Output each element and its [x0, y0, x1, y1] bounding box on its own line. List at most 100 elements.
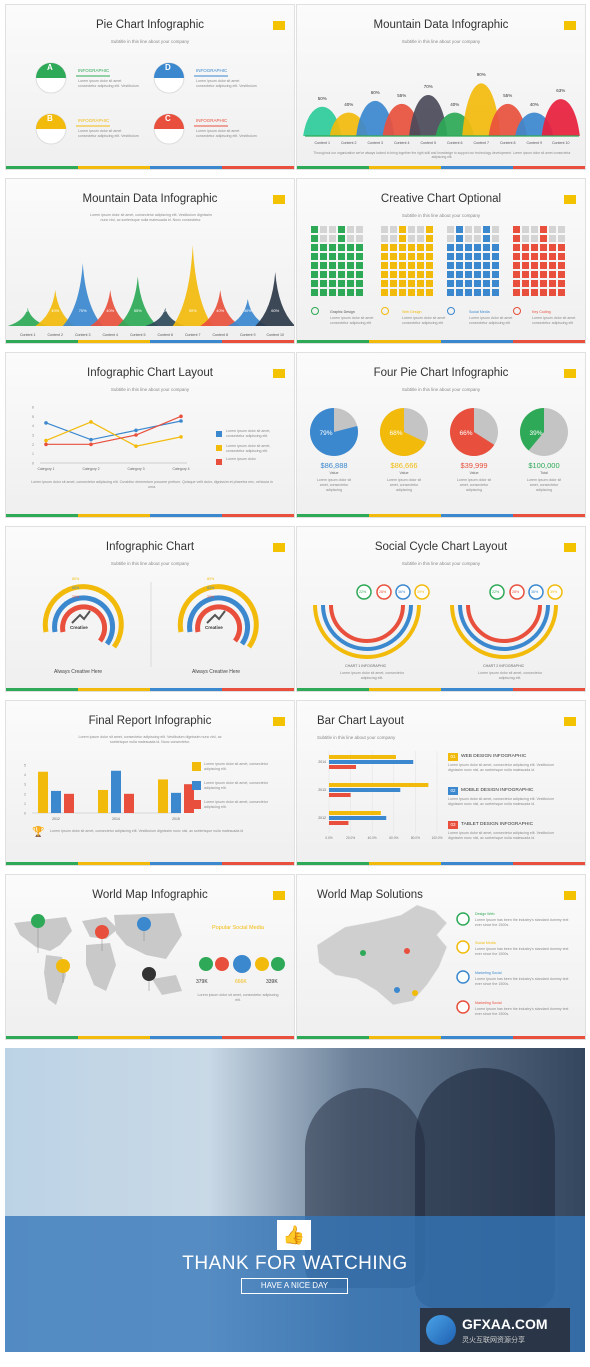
- page-number-badge: [564, 891, 576, 900]
- grid-square: [399, 289, 406, 296]
- slide-mountain-data-2[interactable]: Mountain Data Infographic Lorem ipsum do…: [5, 178, 295, 344]
- grid-square: [381, 244, 388, 251]
- solution-title-4: Marketing Social: [475, 1001, 502, 1005]
- slide-pie-chart-infographic[interactable]: Pie Chart Infographic Subtitle in this l…: [5, 4, 295, 170]
- slide-title: Infographic Chart: [105, 541, 195, 553]
- slide-subtitle: Subtitle in this line about your company: [110, 39, 190, 44]
- category-label: Content 8: [212, 333, 228, 337]
- slide-infographic-chart[interactable]: Infographic Chart Subtitle in this line …: [5, 526, 295, 692]
- data-label: 70%: [79, 308, 87, 313]
- grid-square: [356, 262, 363, 269]
- slide-subtitle: Subtitle in this line about your company: [110, 561, 190, 566]
- pie-chart-icons: [35, 62, 228, 145]
- bar: [329, 760, 414, 764]
- grid-square: [381, 271, 388, 278]
- watermark-tagline: 灵火互联网资源分享: [462, 1337, 525, 1344]
- ring-center-right: Creative: [205, 625, 223, 630]
- slide-four-pie-chart[interactable]: Four Pie Chart Infographic Subtitle in t…: [296, 352, 586, 518]
- closing-title: THANK FOR WATCHING: [182, 1253, 408, 1274]
- x-tick-label: 2012: [52, 817, 60, 821]
- grid-square: [474, 262, 481, 269]
- x-tick-label: Category 2: [82, 467, 99, 471]
- grid-square: [483, 253, 490, 260]
- slide-social-cycle[interactable]: Social Cycle Chart Layout Subtitle in th…: [296, 526, 586, 692]
- grid-square: [447, 235, 454, 242]
- grid-square: [329, 289, 336, 296]
- series-line: [45, 421, 182, 447]
- slide-bar-chart-layout[interactable]: Bar Chart Layout Subtitle in this line a…: [296, 700, 586, 866]
- grid-square: [399, 244, 406, 251]
- bar: [51, 790, 61, 813]
- data-point: [134, 428, 138, 433]
- category-icon: [513, 307, 521, 315]
- grid-square: [540, 280, 547, 287]
- data-label: 40%: [530, 102, 539, 107]
- pie-amount-3: $39,999: [460, 461, 488, 470]
- grid-square: [456, 253, 463, 260]
- grid-square: [338, 244, 345, 251]
- color-bar: [297, 166, 585, 169]
- bubble-28-left: 28%: [379, 590, 387, 594]
- grid-square: [492, 226, 499, 233]
- grid-square: [531, 253, 538, 260]
- item-title-01: WEB DESIGN INFOGRAPHIC: [461, 754, 527, 759]
- grid-square: [474, 280, 481, 287]
- slide-creative-chart[interactable]: Creative Chart Optional Subtitle in this…: [296, 178, 586, 344]
- slide-final-report[interactable]: Final Report Infographic Lorem ipsum dol…: [5, 700, 295, 866]
- grid-square: [426, 244, 433, 251]
- bar: [98, 789, 108, 813]
- grid-square: [408, 244, 415, 251]
- mountain-chart-1: 50% Content 1 40% Content 2 60% Content 3 55% C…: [303, 72, 580, 145]
- category-label: Content 10: [552, 141, 570, 145]
- grid-square: [381, 280, 388, 287]
- ring-center-left: Creative: [70, 625, 88, 630]
- bar: [329, 793, 351, 797]
- data-point: [44, 438, 48, 443]
- slide-world-map[interactable]: World Map Infographic Popular Social Med…: [5, 874, 295, 1040]
- item-label-b: INFOGRAPHIC: [78, 118, 110, 123]
- slide-world-map-solutions[interactable]: World Map Solutions Design Web Social Me…: [296, 874, 586, 1040]
- grid-square: [329, 244, 336, 251]
- grid-square: [417, 235, 424, 242]
- grid-square: [558, 280, 565, 287]
- grid-square: [399, 271, 406, 278]
- grid-square: [311, 262, 318, 269]
- solution-title-2: Social Media: [475, 941, 496, 945]
- data-label: 70%: [424, 84, 433, 89]
- grid-square: [456, 244, 463, 251]
- item-text-01: Lorem ipsum dolor sit amet, consectetur …: [448, 763, 555, 772]
- category-label: Content 9: [526, 141, 542, 145]
- category-icon: [311, 307, 319, 315]
- x-tick-label: 40.0%: [368, 836, 377, 840]
- y-tick-label: 3: [24, 783, 26, 787]
- slide-mountain-data-1[interactable]: Mountain Data Infographic Subtitle in th…: [296, 4, 586, 170]
- grid-square: [456, 262, 463, 269]
- pie-caption-1: Value: [329, 471, 339, 475]
- slide-subtitle: Subtitle in this line about your company: [401, 387, 481, 392]
- grid-square: [329, 226, 336, 233]
- grid-square: [531, 280, 538, 287]
- bubble-28-right: 28%: [512, 590, 520, 594]
- pie-text-4: Lorem ipsum dolor sit amet, consectetur …: [526, 478, 562, 492]
- y-tick-label: 2013: [318, 788, 326, 792]
- grid-square: [531, 271, 538, 278]
- y-tick-label: 1: [24, 802, 26, 806]
- grid-square: [329, 271, 336, 278]
- slide-subtitle: Subtitle in this line about your company: [110, 387, 190, 392]
- grid-square: [522, 262, 529, 269]
- pie-caption-3: Value: [469, 471, 479, 475]
- grid-square: [447, 289, 454, 296]
- mountain-chart-2: 20% Content 1 40% Content 2 70% Content 3 40% C…: [7, 245, 294, 337]
- grid-square: [483, 235, 490, 242]
- grid-square: [320, 262, 327, 269]
- category-label: Content 3: [75, 333, 91, 337]
- thumbs-up-icon: 👍: [277, 1220, 311, 1250]
- category-label: Content 8: [500, 141, 516, 145]
- grid-square: [356, 244, 363, 251]
- slide-infographic-chart-layout[interactable]: Infographic Chart Layout Subtitle in thi…: [5, 352, 295, 518]
- line-chart: 0 1 2 3 4 5 6 Category 1 Category 2 Category 3 Cat…: [32, 406, 222, 471]
- grid-square: [483, 280, 490, 287]
- data-label: 90%: [189, 308, 197, 313]
- pie-slice: [450, 408, 495, 456]
- y-tick-label: 2012: [318, 816, 326, 820]
